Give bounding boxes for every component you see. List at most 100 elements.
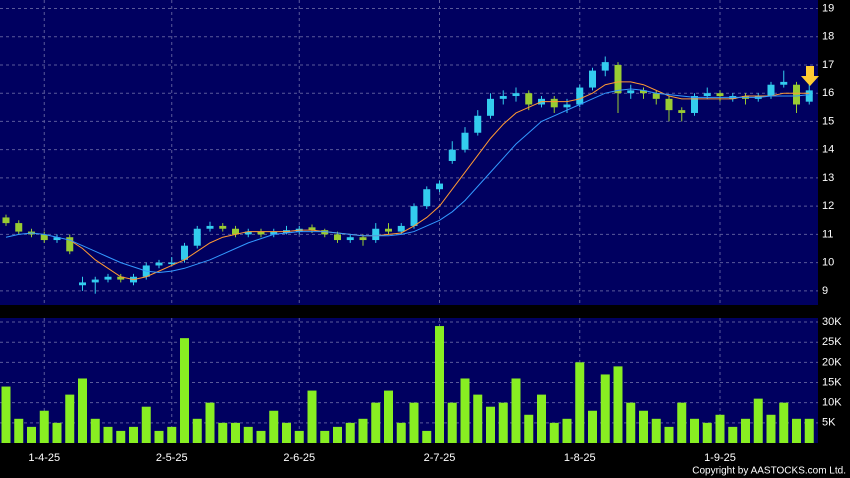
y-tick-label: 14 (822, 144, 834, 156)
volume-bar (473, 394, 483, 443)
volume-bar (231, 422, 240, 443)
volume-bar (702, 422, 712, 443)
candle-body (91, 279, 99, 283)
volume-bar (575, 362, 585, 443)
marker-arrow (801, 66, 819, 86)
candle-body (321, 230, 329, 235)
volume-bar (371, 402, 381, 443)
candle-body (308, 227, 316, 231)
candle-body (244, 231, 252, 235)
volume-bar (52, 422, 62, 443)
candle-body (550, 98, 558, 108)
moving-average (5, 88, 810, 274)
y-tick-label: 17 (822, 59, 834, 71)
candle-body (474, 115, 482, 133)
volume-bar (103, 426, 113, 443)
volume-bar (205, 402, 215, 443)
volume-bar (409, 402, 419, 443)
y-tick-label: 20K (822, 356, 842, 368)
volume-bar (345, 422, 355, 443)
volume-bar (613, 366, 623, 443)
y-tick-label: 12 (822, 200, 834, 212)
volume-bar (626, 402, 636, 443)
candle-body (640, 90, 647, 94)
candle-body (423, 189, 431, 207)
volume-bar (90, 418, 100, 443)
candle-body (372, 228, 380, 241)
candle-body (780, 81, 788, 85)
volume-bar (358, 418, 368, 443)
volume-bar (307, 390, 317, 443)
candle-body (155, 262, 163, 266)
volume-bar (651, 418, 661, 443)
volume-bar (384, 390, 393, 443)
volume-bar (39, 410, 49, 443)
candle-body (793, 84, 800, 105)
candle-body (716, 93, 724, 97)
candle-body (232, 228, 239, 235)
volume-bar (804, 418, 814, 443)
volume-bar (14, 418, 24, 443)
candle-body (168, 262, 176, 265)
y-tick-label: 25K (822, 336, 842, 348)
volume-bar (78, 378, 87, 443)
x-tick-label: 2-5-25 (156, 452, 188, 464)
candle-body (805, 90, 813, 102)
y-tick-label: 13 (822, 172, 834, 184)
candle-body (219, 225, 227, 229)
x-tick-label: 2-6-25 (283, 452, 315, 464)
volume-bar (65, 394, 75, 443)
candle-body (589, 70, 596, 88)
candle-body (767, 84, 775, 97)
volume-bar (498, 402, 508, 443)
candle-body (385, 228, 392, 232)
y-tick-label: 30K (822, 316, 842, 328)
volume-bar (294, 430, 304, 443)
volume-bar (269, 410, 279, 443)
candle-body (614, 64, 622, 94)
candle-body (397, 225, 405, 232)
volume-bar (537, 394, 546, 443)
y-tick-label: 10K (822, 397, 842, 409)
candle-body (104, 276, 112, 280)
candle-body (15, 223, 23, 232)
volume-bar (715, 414, 725, 443)
y-tick-label: 15 (822, 115, 834, 127)
candle-body (2, 217, 10, 224)
volume-bar (447, 402, 457, 443)
volume-bar (549, 422, 559, 443)
volume-bar (524, 414, 534, 443)
candle-body (193, 228, 201, 246)
candle-body (436, 183, 443, 190)
candle-body (601, 62, 609, 71)
volume-bar (753, 398, 763, 443)
volume-bar (243, 426, 253, 443)
candle-body (359, 237, 367, 241)
moving-average (69, 81, 810, 281)
candle-body (206, 225, 214, 229)
y-tick-label: 11 (822, 228, 833, 240)
x-tick-label: 1-9-25 (704, 452, 736, 464)
volume-bar (256, 430, 266, 443)
candle-body (270, 231, 278, 235)
y-tick-label: 19 (822, 2, 834, 14)
volume-bar (690, 418, 699, 443)
volume-bar (27, 426, 36, 443)
volume-bar (116, 430, 126, 443)
candle-body (499, 96, 507, 99)
volume-bar (460, 378, 470, 443)
volume-bar (435, 326, 444, 443)
volume-bar (588, 410, 597, 443)
volume-bar (600, 374, 610, 443)
volume-bar (141, 406, 151, 443)
y-tick-label: 10 (822, 257, 834, 269)
volume-bar (779, 402, 789, 443)
volume-bar (792, 418, 801, 443)
copyright: Copyright by AASTOCKS.com Ltd. (692, 466, 846, 477)
candle-body (461, 132, 469, 150)
candle-body (257, 231, 265, 235)
candle-body (576, 87, 584, 105)
volume-bar (677, 402, 687, 443)
candle-body (512, 93, 520, 97)
candle-body (665, 98, 673, 111)
